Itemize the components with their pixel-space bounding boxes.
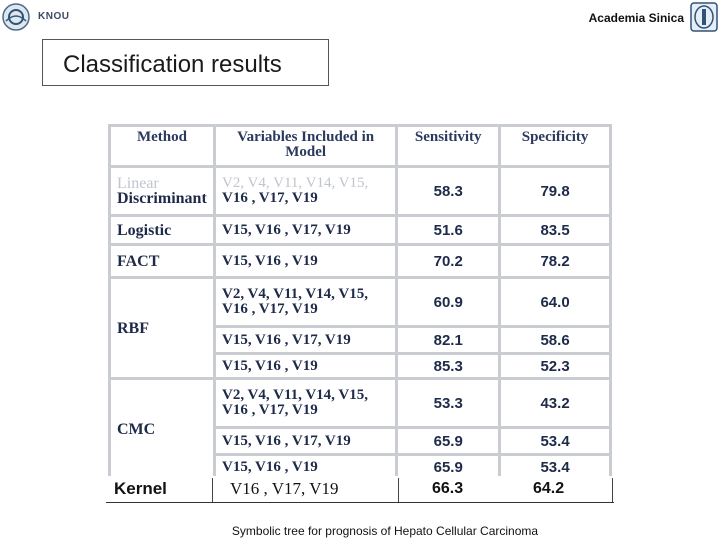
specificity-cell: 52.3 bbox=[501, 355, 609, 377]
title-box: Classification results bbox=[42, 39, 329, 86]
vars-cell: V15, V16 , V17, V19 bbox=[215, 328, 396, 352]
column-divider bbox=[212, 478, 213, 502]
table-row: V15, V16 , V19 65.9 53.4 bbox=[111, 456, 609, 478]
method-cell: RBF bbox=[111, 279, 213, 377]
org-name: Academia Sinica bbox=[588, 11, 684, 25]
method-cell: Linear Discriminant bbox=[111, 168, 213, 214]
table-row: V15, V16 , V17, V19 82.1 58.6 bbox=[111, 328, 609, 352]
method-cell: FACT bbox=[111, 246, 213, 276]
table-row: FACT V15, V16 , V19 70.2 78.2 bbox=[111, 246, 609, 276]
specificity-cell: 53.4 bbox=[501, 429, 609, 453]
sensitivity-cell: 60.9 bbox=[398, 279, 499, 325]
kernel-sensitivity: 66.3 bbox=[432, 480, 464, 497]
sensitivity-cell: 53.3 bbox=[398, 380, 499, 426]
vars-cell: V15, V16 , V19 bbox=[215, 246, 396, 276]
vars-cell: V15, V16 , V19 bbox=[215, 456, 396, 478]
sensitivity-cell: 85.3 bbox=[398, 355, 499, 377]
caption: Symbolic tree for prognosis of Hepato Ce… bbox=[231, 524, 539, 538]
table-row: CMC V2, V4, V11, V14, V15, V16 , V17, V1… bbox=[111, 380, 609, 478]
academia-sinica-logo-icon bbox=[690, 2, 718, 32]
vars-cell: V2, V4, V11, V14, V15, V16 , V17, V19 bbox=[215, 168, 396, 214]
header-variables: Variables Included in Model bbox=[215, 127, 396, 165]
sensitivity-cell: 82.1 bbox=[398, 328, 499, 352]
header-method: Method bbox=[111, 127, 213, 165]
vars-faded: V2, V4, V11, V14, V15, bbox=[221, 175, 369, 191]
specificity-cell: 79.8 bbox=[501, 168, 609, 214]
sensitivity-cell: 65.9 bbox=[398, 429, 499, 453]
sensitivity-cell: 58.3 bbox=[398, 168, 499, 214]
knou-label: KNOU bbox=[38, 11, 70, 22]
kernel-row: Kernel V16 , V17, V19 66.3 64.2 bbox=[106, 476, 614, 503]
vars-cell: V15, V16 , V17, V19 bbox=[215, 217, 396, 243]
knou-logo-icon bbox=[2, 3, 30, 31]
table-row: V15, V16 , V19 85.3 52.3 bbox=[111, 355, 609, 377]
table-header-row: Method Variables Included in Model Sensi… bbox=[111, 127, 609, 165]
sensitivity-cell: 51.6 bbox=[398, 217, 499, 243]
method-label: Discriminant bbox=[117, 190, 207, 207]
table-row: V15, V16 , V17, V19 65.9 53.4 bbox=[111, 429, 609, 453]
kernel-specificity: 64.2 bbox=[533, 480, 565, 497]
method-cell: Logistic bbox=[111, 217, 213, 243]
specificity-cell: 43.2 bbox=[501, 380, 609, 426]
table-row: Logistic V15, V16 , V17, V19 51.6 83.5 bbox=[111, 217, 609, 243]
specificity-cell: 64.0 bbox=[501, 279, 609, 325]
sensitivity-cell: 70.2 bbox=[398, 246, 499, 276]
sensitivity-cell: 65.9 bbox=[398, 456, 499, 478]
vars-label: V16 , V17, V19 bbox=[221, 190, 318, 206]
kernel-method: Kernel bbox=[114, 479, 167, 498]
specificity-cell: 53.4 bbox=[501, 456, 609, 478]
table-row: Linear Discriminant V2, V4, V11, V14, V1… bbox=[111, 168, 609, 214]
kernel-vars: V16 , V17, V19 bbox=[230, 479, 339, 498]
results-table: Method Variables Included in Model Sensi… bbox=[108, 124, 612, 478]
specificity-cell: 78.2 bbox=[501, 246, 609, 276]
column-divider bbox=[612, 478, 613, 502]
vars-cell: V2, V4, V11, V14, V15, V16 , V17, V19 bbox=[215, 279, 396, 325]
specificity-cell: 58.6 bbox=[501, 328, 609, 352]
header-specificity: Specificity bbox=[501, 127, 609, 165]
method-faded: Linear bbox=[117, 175, 159, 192]
table-row: RBF V2, V4, V11, V14, V15, V16 , V17, V1… bbox=[111, 279, 609, 377]
vars-cell: V2, V4, V11, V14, V15, V16 , V17, V19 bbox=[215, 380, 396, 426]
vars-cell: V15, V16 , V17, V19 bbox=[215, 429, 396, 453]
header-sensitivity: Sensitivity bbox=[398, 127, 499, 165]
specificity-cell: 83.5 bbox=[501, 217, 609, 243]
page-title: Classification results bbox=[63, 51, 282, 78]
vars-cell: V15, V16 , V19 bbox=[215, 355, 396, 377]
method-cell: CMC bbox=[111, 380, 213, 478]
column-divider bbox=[398, 478, 399, 502]
